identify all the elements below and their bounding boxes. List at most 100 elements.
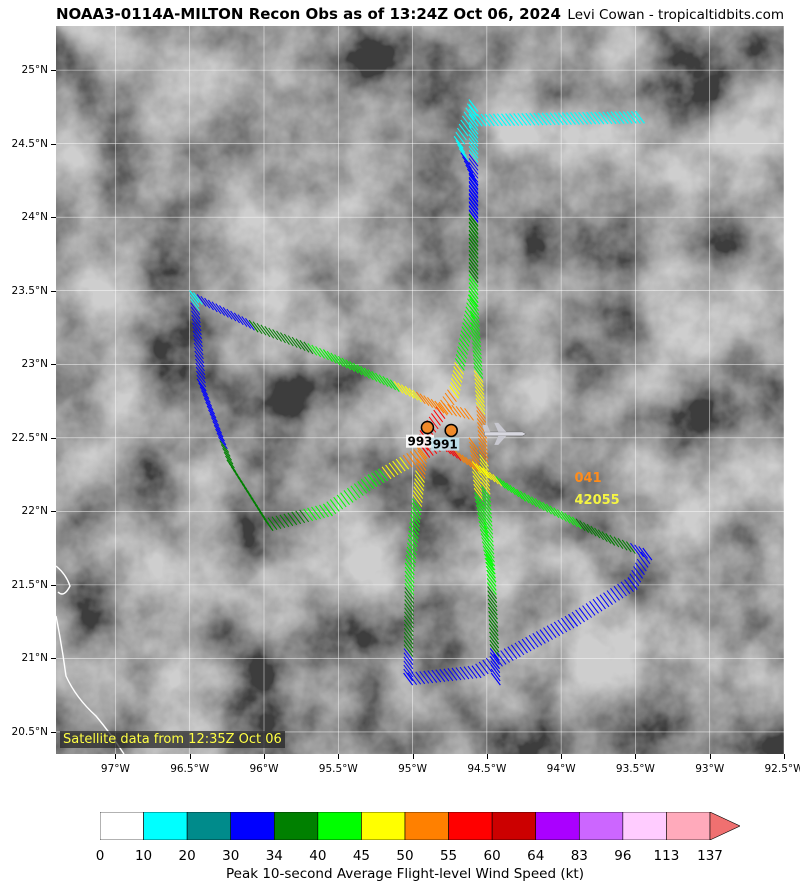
lon-tick <box>189 754 191 759</box>
wind-barb <box>499 478 509 491</box>
wind-barb <box>482 509 493 523</box>
wind-barb <box>469 310 480 323</box>
wind-barb <box>609 534 620 548</box>
wind-barb <box>428 416 439 430</box>
wind-barb <box>404 386 415 399</box>
wind-barb <box>190 306 201 320</box>
wind-barb <box>414 474 425 487</box>
wind-barb <box>463 666 474 679</box>
wind-barb <box>189 290 200 304</box>
wind-barb <box>598 111 609 125</box>
wind-barb <box>463 160 474 174</box>
wind-barb <box>386 377 396 391</box>
wind-barb <box>487 594 498 608</box>
colorbar-tick-label: 20 <box>178 848 196 864</box>
wind-barb <box>264 326 275 339</box>
wind-barb <box>483 525 494 539</box>
wind-barb <box>579 520 590 533</box>
wind-barb <box>624 579 634 592</box>
wind-barb <box>484 113 495 127</box>
wind-barb <box>449 386 460 399</box>
wind-barb <box>427 397 437 410</box>
wind-barb <box>459 407 470 420</box>
wind-barb <box>382 375 393 389</box>
wind-barb <box>476 410 487 423</box>
lon-tick <box>264 754 265 759</box>
wind-barb <box>545 503 556 517</box>
wind-barb <box>458 338 469 351</box>
wind-barb <box>205 401 216 415</box>
wind-barb <box>283 513 294 527</box>
lat-tick <box>51 584 56 586</box>
wind-barb <box>403 627 414 641</box>
wind-barb <box>450 382 460 395</box>
wind-barb <box>474 382 485 395</box>
wind-barb <box>463 314 474 327</box>
wind-barb <box>518 640 528 654</box>
wind-barb <box>248 319 259 333</box>
wind-barb <box>521 638 532 652</box>
wind-barb <box>303 508 314 522</box>
wind-barb <box>486 582 497 595</box>
map-panel[interactable]: 993 991 041 42055 Satellite data from 12:35… <box>56 26 784 754</box>
colorbar-swatch <box>100 812 144 840</box>
wind-barb <box>468 104 479 117</box>
wind-barb <box>404 591 415 604</box>
colorbar-tick-label: 10 <box>134 848 153 864</box>
wind-barb <box>468 166 479 179</box>
wind-barb <box>468 270 479 283</box>
wind-barb <box>597 529 608 543</box>
wind-barb <box>199 386 210 399</box>
wind-barb <box>450 378 461 391</box>
wind-barb <box>617 537 628 551</box>
wind-barb <box>478 446 489 459</box>
wind-barb <box>295 510 306 524</box>
wind-barb <box>202 394 213 407</box>
wind-barb <box>468 202 479 215</box>
wind-barb <box>497 113 507 127</box>
wind-barb <box>475 663 485 677</box>
wind-barb <box>416 458 427 471</box>
wind-barb <box>195 362 206 376</box>
wind-barb <box>459 334 470 347</box>
wind-barb <box>191 310 201 324</box>
wind-barb <box>488 623 499 636</box>
wind-barb <box>610 588 620 601</box>
wind-barb <box>454 358 465 371</box>
wind-barb <box>468 142 479 155</box>
wind-barb <box>193 334 203 348</box>
wind-barb <box>435 406 446 419</box>
wind-barb <box>319 347 329 361</box>
wind-barb <box>477 426 488 439</box>
wind-barb <box>472 346 482 359</box>
wind-barb <box>492 113 503 127</box>
wind-barb <box>557 619 568 633</box>
wind-barb <box>340 492 350 505</box>
wind-barb <box>407 672 418 685</box>
wind-barb <box>613 536 624 549</box>
wind-barb <box>468 190 479 203</box>
wind-barb <box>505 482 516 496</box>
wind-barb <box>480 478 491 491</box>
wind-barb <box>330 352 341 366</box>
wind-barb <box>514 642 525 656</box>
wind-barb <box>457 346 468 359</box>
wind-barb <box>411 671 422 685</box>
wind-barb <box>280 332 290 345</box>
wind-barb <box>333 496 344 510</box>
wind-barb <box>568 514 578 528</box>
wind-barb <box>487 586 497 599</box>
wind-barb <box>405 558 415 572</box>
wind-barb <box>545 112 556 126</box>
wind-barb <box>329 499 340 512</box>
wind-barb <box>486 578 497 591</box>
wind-barb <box>375 372 385 386</box>
wind-barb <box>474 492 484 505</box>
lon-tick <box>635 754 637 759</box>
wind-barb <box>473 487 484 501</box>
wind-barb <box>287 335 298 348</box>
wind-barb <box>403 668 414 682</box>
wind-barb <box>468 286 479 300</box>
wind-barb <box>553 621 564 635</box>
wind-barb <box>564 615 575 629</box>
